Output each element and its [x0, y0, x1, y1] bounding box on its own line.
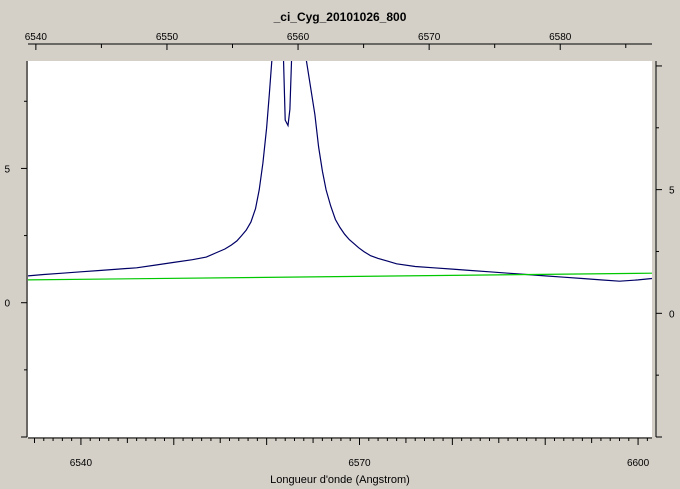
top-tick-label: 6570 — [418, 32, 441, 43]
x-axis-label: Longueur d'onde (Angstrom) — [270, 474, 410, 486]
top-tick-label: 6540 — [25, 32, 48, 43]
top-tick-label: 6550 — [156, 32, 179, 43]
right-axis: 05 — [655, 61, 675, 438]
series-layer — [28, 61, 652, 282]
right-tick-label: 5 — [669, 186, 675, 197]
right-tick-label: 0 — [669, 309, 675, 320]
left-tick-label: 0 — [4, 299, 10, 310]
bottom-tick-label: 6540 — [70, 458, 93, 469]
chart-title: _ci_Cyg_20101026_800 — [273, 10, 407, 24]
bottom-axis: 6540 6570 6600 — [28, 437, 652, 469]
spectrum-series-line — [28, 61, 652, 282]
left-tick-label: 5 — [4, 164, 10, 175]
top-tick-label: 6580 — [549, 32, 572, 43]
bottom-tick-label: 6570 — [348, 458, 371, 469]
bottom-tick-label: 6600 — [627, 458, 650, 469]
plot-area — [28, 61, 652, 437]
left-axis: 05 — [4, 61, 28, 438]
continuum-series-line — [28, 272, 652, 281]
top-tick-label: 6560 — [287, 32, 310, 43]
top-axis: 6540 6550 6560 6570 6580 — [25, 32, 652, 50]
